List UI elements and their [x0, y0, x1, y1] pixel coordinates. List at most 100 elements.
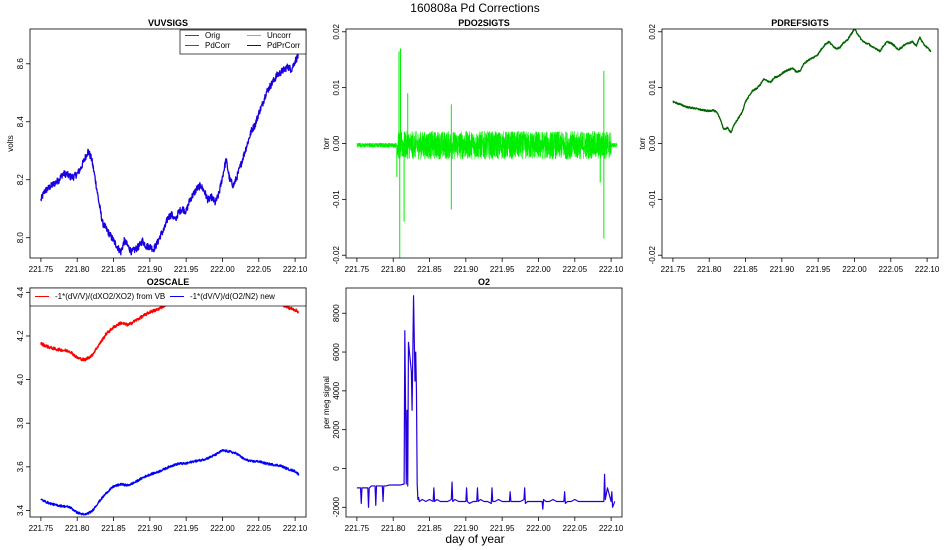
- y-tick-label: 2000: [332, 420, 341, 438]
- y-tick-label: -2000: [332, 497, 341, 518]
- y-tick-label: -0.02: [332, 246, 341, 265]
- legend-label: PdPrCorr: [267, 41, 301, 50]
- x-tick-label: 222.05: [563, 265, 588, 274]
- x-tick-label: 221.90: [454, 265, 479, 274]
- global-xlabel: day of year: [445, 532, 504, 546]
- y-tick-label: 8.2: [16, 174, 25, 186]
- x-tick-label: 221.80: [697, 265, 722, 274]
- x-tick-label: 222.05: [879, 265, 904, 274]
- x-tick-label: 222.10: [283, 524, 308, 533]
- panels-group: VUVSIGS 221.75 221.80 221.85 221.90 221.95 222…: [6, 18, 940, 533]
- series-line-o2-0: [356, 295, 616, 510]
- panel-title-o2scale: O2SCALE: [147, 277, 190, 287]
- y-tick-label: 0.02: [648, 23, 657, 39]
- series-line-o2scale-1: [40, 448, 300, 516]
- plot-frame-vuvsigs: [29, 28, 307, 259]
- y-tick-label: 4000: [332, 381, 341, 399]
- x-tick-label: 221.85: [417, 524, 442, 533]
- panel-o2: O2 221.75 221.80 221.85 221.90 221.95 222.00 22…: [322, 277, 624, 533]
- y-tick-label: 0.00: [648, 135, 657, 151]
- x-tick-label: 222.00: [210, 265, 235, 274]
- y-tick-label: 0.02: [332, 23, 341, 39]
- legend-label: Uncorr: [267, 31, 291, 40]
- series-line-pdrefsigts-0: [672, 29, 932, 134]
- series-group-vuvsigs: [40, 51, 300, 256]
- legend-box: [29, 287, 307, 307]
- x-tick-label: 221.85: [101, 524, 126, 533]
- panel-o2scale: O2SCALE 221.75 221.80 221.85 221.90 221.95 222…: [16, 277, 308, 533]
- y-tick-label: 8.4: [16, 116, 25, 128]
- x-tick-label: 221.95: [806, 265, 831, 274]
- legend-label: Orig: [205, 31, 220, 40]
- x-tick-label: 222.10: [283, 265, 308, 274]
- x-tick-label: 222.05: [247, 524, 272, 533]
- x-tick-label: 221.75: [345, 524, 370, 533]
- x-tick-label: 221.90: [138, 524, 163, 533]
- x-tick-label: 221.75: [661, 265, 686, 274]
- x-tick-label: 222.00: [526, 524, 551, 533]
- y-tick-label: 8000: [332, 304, 341, 322]
- x-tick-label: 222.05: [563, 524, 588, 533]
- x-tick-label: 222.05: [247, 265, 272, 274]
- x-tick-label: 222.00: [526, 265, 551, 274]
- x-tick-label: 221.80: [65, 524, 90, 533]
- y-tick-label: 0: [332, 466, 341, 471]
- y-tick-label: 4.4: [16, 286, 25, 298]
- plot-frame-pdrefsigts: [661, 28, 939, 259]
- x-tick-label: 221.85: [733, 265, 758, 274]
- panel-title-o2: O2: [478, 277, 490, 287]
- x-tick-label: 221.95: [174, 265, 199, 274]
- x-tick-label: 221.95: [174, 524, 199, 533]
- y-tick-label: -0.01: [648, 190, 657, 209]
- plot-frame-o2: [345, 287, 623, 518]
- plot-frame-o2scale: [29, 287, 307, 518]
- x-tick-label: 221.75: [29, 524, 54, 533]
- panel-title-pdrefsigts: PDREFSIGTS: [771, 18, 829, 28]
- series-group-pdrefsigts: [672, 29, 932, 134]
- panel-title-pdo2sigts: PDO2SIGTS: [458, 18, 510, 28]
- y-tick-label: 3.8: [16, 417, 25, 429]
- series-group-pdo2sigts: [356, 48, 618, 258]
- x-tick-label: 221.80: [381, 265, 406, 274]
- legend-label: -1*(dV/V)/(dXO2/XO2) from VB: [55, 292, 165, 301]
- y-axis-label-pdrefsigts: torr: [638, 137, 647, 149]
- y-tick-label: 3.6: [16, 461, 25, 473]
- panel-pdrefsigts: PDREFSIGTS 221.75 221.80 221.85 221.90 221.95…: [638, 18, 940, 274]
- x-tick-label: 221.95: [490, 524, 515, 533]
- y-tick-label: 8.6: [16, 58, 25, 70]
- y-tick-label: 0.00: [332, 135, 341, 151]
- y-tick-label: -0.02: [648, 246, 657, 265]
- x-tick-label: 221.75: [29, 265, 54, 274]
- x-tick-label: 222.00: [210, 524, 235, 533]
- panel-vuvsigs: VUVSIGS 221.75 221.80 221.85 221.90 221.95 222…: [6, 18, 308, 274]
- x-tick-label: 221.85: [417, 265, 442, 274]
- y-axis-label-vuvsigs: volts: [6, 135, 15, 151]
- legend-label: -1*(dV/V)/d(O2/N2) new: [190, 292, 275, 301]
- x-tick-label: 221.90: [138, 265, 163, 274]
- x-tick-label: 221.80: [381, 524, 406, 533]
- y-axis-label-pdo2sigts: torr: [322, 137, 331, 149]
- y-tick-label: 8.0: [16, 232, 25, 244]
- figure-title: 160808a Pd Corrections: [410, 1, 539, 15]
- x-tick-label: 221.80: [65, 265, 90, 274]
- panel-title-vuvsigs: VUVSIGS: [148, 18, 188, 28]
- legend-box: [179, 29, 307, 55]
- x-tick-label: 222.10: [599, 524, 624, 533]
- series-group-o2: [356, 295, 616, 510]
- y-tick-label: 0.01: [332, 79, 341, 95]
- panel-pdo2sigts: PDO2SIGTS 221.75 221.80 221.85 221.90 221.95 2…: [322, 18, 624, 274]
- y-tick-label: 6000: [332, 343, 341, 361]
- y-tick-label: 0.01: [648, 79, 657, 95]
- series-line-pdo2sigts-0: [356, 130, 618, 160]
- legend-label: PdCorr: [205, 41, 231, 50]
- x-tick-label: 222.00: [842, 265, 867, 274]
- series-group-o2scale: [40, 288, 300, 516]
- x-tick-label: 222.10: [915, 265, 940, 274]
- x-tick-label: 221.95: [490, 265, 515, 274]
- y-tick-label: 4.2: [16, 330, 25, 342]
- x-tick-label: 221.75: [345, 265, 370, 274]
- series-line-vuvsigs-0: [40, 51, 300, 256]
- y-axis-label-o2: per meg signal: [322, 376, 331, 429]
- x-tick-label: 222.10: [599, 265, 624, 274]
